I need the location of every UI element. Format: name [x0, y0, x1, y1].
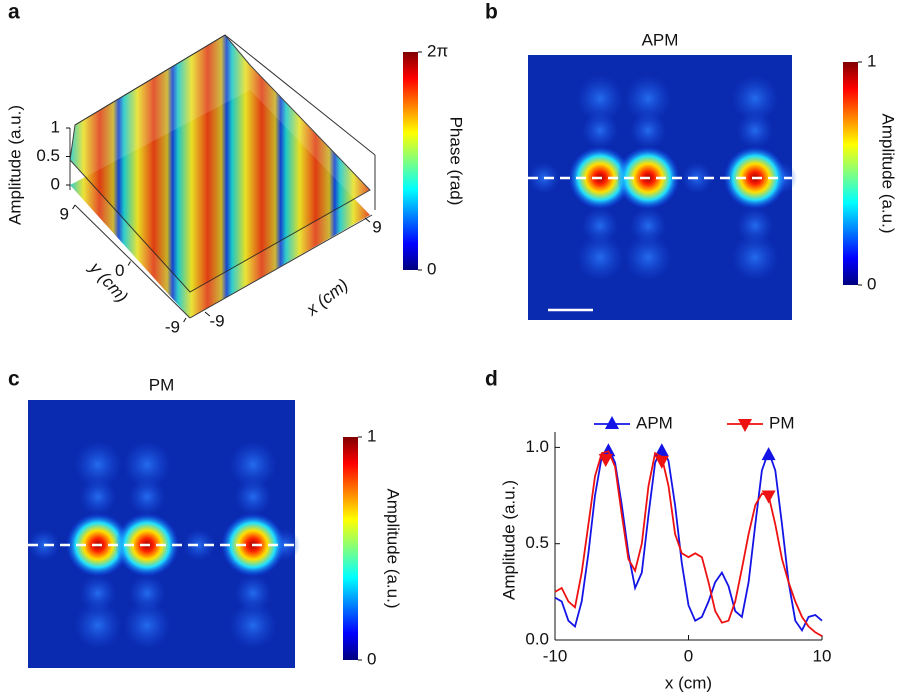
colorbar [843, 62, 858, 285]
peak-marker [654, 455, 669, 469]
x-tick-label: -10 [543, 646, 568, 665]
heatmap-ripple [73, 440, 122, 489]
panel-label: c [8, 368, 20, 391]
legend-label: PM [769, 413, 795, 432]
heatmap-ripple [234, 478, 272, 516]
y-tick-label: 0.0 [525, 629, 549, 648]
colorbar-label: Phase (rad) [447, 117, 466, 206]
y-axis-label: Amplitude (a.u.) [499, 480, 518, 600]
x-tick-label: 9 [372, 217, 381, 236]
heatmap-ripple [736, 111, 774, 149]
colorbar-tick-label: 1 [367, 426, 376, 445]
heatmap-ripple [624, 74, 672, 123]
z-axis-label: Amplitude (a.u.) [5, 105, 24, 225]
heatmap-ripple [128, 478, 166, 516]
heatmap-ripple [731, 74, 779, 123]
x-axis-label: x (cm) [302, 275, 352, 320]
legend-marker [738, 419, 752, 432]
y-tick-label: 0.5 [525, 533, 549, 552]
x-tick-label: -9 [209, 311, 224, 330]
x-tick [204, 311, 211, 317]
heatmap-ripple [128, 574, 166, 612]
heatmap-ripple [123, 601, 172, 650]
legend-marker [605, 416, 619, 429]
heatmap-ripple [79, 478, 117, 516]
heatmap-ripple [629, 207, 667, 245]
heatmap-ripple [123, 440, 172, 489]
heatmap-ripple [73, 601, 122, 650]
z-tick-label: 1 [51, 117, 60, 136]
heatmap-ripple [629, 111, 667, 149]
y-tick-label: 1.0 [525, 437, 549, 456]
heatmap-ripple [528, 162, 560, 194]
heatmap-ripple [79, 574, 117, 612]
panel-title: APM [642, 30, 679, 49]
colorbar-label: Amplitude (a.u.) [879, 114, 898, 234]
y-tick-label: 9 [60, 204, 69, 223]
peak-marker [761, 490, 776, 504]
heatmap-ripple [731, 233, 779, 282]
heatmap-ripple [581, 111, 619, 149]
y-tick [127, 261, 131, 266]
colorbar-tick-label: 0 [867, 274, 876, 293]
x-tick [364, 217, 371, 223]
peak-marker [598, 453, 613, 467]
x-tick-label: 10 [813, 646, 832, 665]
peak-marker [654, 443, 669, 457]
colorbar-tick-label: 2π [427, 41, 448, 60]
panel-label: b [485, 1, 498, 24]
z-tick-label: 0.5 [36, 146, 60, 165]
heatmap-ripple [234, 574, 272, 612]
panel-label: a [8, 1, 20, 24]
heatmap-ripple [229, 440, 278, 489]
series-line [554, 445, 823, 633]
heatmap-ripple [576, 74, 624, 123]
heatmap-ripple [182, 528, 215, 562]
legend-label: APM [636, 413, 673, 432]
surface-box [69, 34, 376, 319]
colorbar-tick-label: 1 [867, 51, 876, 70]
colorbar [343, 437, 358, 660]
series-line [554, 450, 823, 637]
heatmap-ripple [229, 601, 278, 650]
x-axis-label: x (cm) [665, 673, 712, 692]
y-axis-label: y (cm) [85, 258, 131, 307]
heatmap-ripple [576, 233, 624, 282]
colorbar-tick-label: 0 [367, 649, 376, 668]
y-tick [72, 204, 76, 210]
colorbar-tick-label: 0 [427, 259, 436, 278]
panel-label: d [485, 368, 498, 391]
y-tick-label: 0 [115, 261, 124, 280]
heatmap-ripple [736, 207, 774, 245]
heatmap-ripple [581, 207, 619, 245]
colorbar [403, 52, 418, 270]
panel-title: PM [149, 375, 175, 394]
heatmap-ripple [624, 233, 672, 282]
z-tick-label: 0 [51, 174, 60, 193]
peak-marker [761, 447, 776, 461]
y-tick [183, 317, 187, 323]
colorbar-label: Amplitude (a.u.) [384, 489, 403, 609]
x-tick-label: 0 [684, 646, 693, 665]
y-tick-label: -9 [165, 317, 180, 336]
